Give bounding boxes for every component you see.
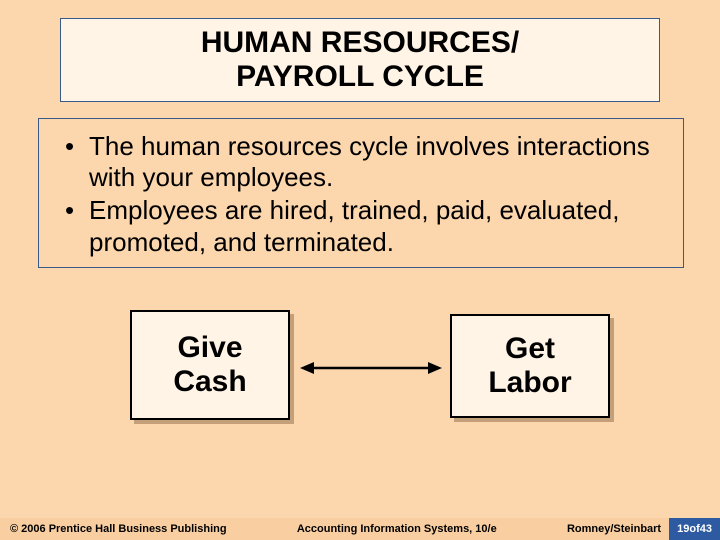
footer-copyright: © 2006 Prentice Hall Business Publishing [0, 523, 227, 535]
slide-title: HUMAN RESOURCES/ PAYROLL CYCLE [201, 26, 519, 95]
footer-authors: Romney/Steinbart [567, 523, 669, 535]
title-line2: PAYROLL CYCLE [236, 60, 484, 93]
bullets-box: The human resources cycle involves inter… [38, 118, 684, 268]
diagram: Give Cash Get Labor [0, 300, 720, 460]
bullet-item: Employees are hired, trained, paid, eval… [61, 195, 661, 257]
title-line1: HUMAN RESOURCES/ [201, 26, 519, 59]
double-arrow-icon [300, 354, 442, 382]
diagram-right-box: Get Labor [450, 314, 610, 418]
left-box-line2: Cash [173, 365, 246, 398]
footer-center: Accounting Information Systems, 10/e [227, 523, 567, 535]
footer: © 2006 Prentice Hall Business Publishing… [0, 518, 720, 540]
bullets-list: The human resources cycle involves inter… [61, 131, 661, 258]
slide-title-box: HUMAN RESOURCES/ PAYROLL CYCLE [60, 18, 660, 102]
page-indicator: 19 of 43 [669, 518, 720, 540]
page-total: 43 [700, 523, 712, 535]
bullet-item: The human resources cycle involves inter… [61, 131, 661, 193]
left-box-line1: Give [177, 331, 242, 364]
right-box-line2: Labor [488, 366, 571, 399]
slide: HUMAN RESOURCES/ PAYROLL CYCLE The human… [0, 0, 720, 540]
page-sep: of [689, 523, 699, 535]
page-current: 19 [677, 523, 689, 535]
right-box-line1: Get [505, 332, 555, 365]
diagram-left-box: Give Cash [130, 310, 290, 420]
